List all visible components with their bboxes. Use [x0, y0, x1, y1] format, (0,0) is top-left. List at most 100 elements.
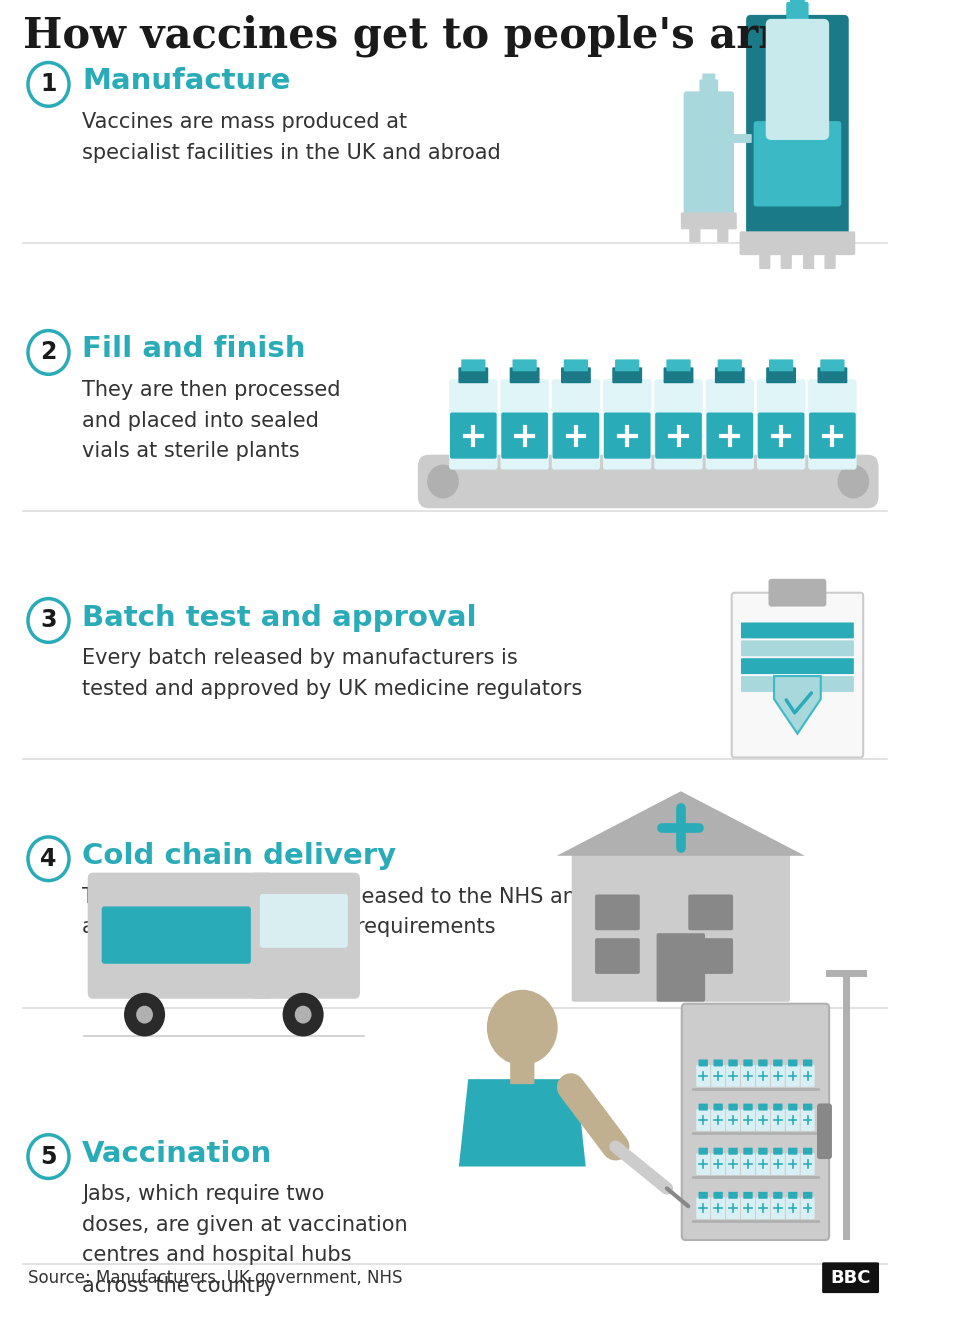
- FancyBboxPatch shape: [756, 1198, 770, 1219]
- FancyBboxPatch shape: [699, 1104, 708, 1110]
- Polygon shape: [774, 676, 821, 734]
- FancyBboxPatch shape: [260, 894, 347, 947]
- FancyBboxPatch shape: [773, 1192, 783, 1199]
- FancyBboxPatch shape: [615, 359, 639, 371]
- FancyBboxPatch shape: [744, 1192, 752, 1199]
- FancyBboxPatch shape: [655, 412, 702, 458]
- Text: Fill and finish: Fill and finish: [82, 335, 305, 363]
- FancyBboxPatch shape: [726, 1198, 740, 1219]
- FancyBboxPatch shape: [744, 1060, 752, 1067]
- FancyBboxPatch shape: [683, 91, 734, 216]
- Text: Manufacture: Manufacture: [82, 68, 291, 95]
- FancyBboxPatch shape: [756, 1109, 770, 1132]
- FancyBboxPatch shape: [741, 676, 854, 692]
- Text: 4: 4: [40, 847, 57, 871]
- FancyBboxPatch shape: [564, 359, 589, 371]
- FancyBboxPatch shape: [682, 1004, 830, 1240]
- FancyBboxPatch shape: [781, 250, 792, 269]
- FancyBboxPatch shape: [771, 1109, 785, 1132]
- FancyBboxPatch shape: [758, 1147, 767, 1154]
- FancyBboxPatch shape: [717, 225, 728, 242]
- FancyBboxPatch shape: [713, 1060, 723, 1067]
- FancyBboxPatch shape: [726, 1065, 740, 1086]
- FancyBboxPatch shape: [771, 1065, 785, 1086]
- FancyBboxPatch shape: [730, 134, 752, 143]
- FancyBboxPatch shape: [728, 1104, 738, 1110]
- FancyBboxPatch shape: [612, 367, 642, 383]
- FancyBboxPatch shape: [700, 80, 718, 95]
- FancyBboxPatch shape: [728, 1147, 738, 1154]
- FancyBboxPatch shape: [717, 359, 742, 371]
- Text: Vaccination: Vaccination: [82, 1140, 272, 1167]
- FancyBboxPatch shape: [712, 1109, 725, 1132]
- FancyBboxPatch shape: [741, 1109, 755, 1132]
- FancyBboxPatch shape: [699, 1060, 708, 1067]
- Polygon shape: [459, 1079, 586, 1166]
- Polygon shape: [556, 791, 805, 856]
- FancyBboxPatch shape: [688, 894, 733, 930]
- FancyBboxPatch shape: [786, 1198, 799, 1219]
- Circle shape: [295, 1006, 311, 1023]
- FancyBboxPatch shape: [773, 1147, 783, 1154]
- FancyBboxPatch shape: [688, 938, 733, 974]
- FancyBboxPatch shape: [758, 1060, 767, 1067]
- Text: Cold chain delivery: Cold chain delivery: [82, 841, 396, 869]
- FancyBboxPatch shape: [561, 367, 590, 383]
- FancyBboxPatch shape: [728, 1060, 738, 1067]
- FancyBboxPatch shape: [552, 412, 599, 458]
- FancyBboxPatch shape: [713, 1192, 723, 1199]
- FancyBboxPatch shape: [741, 1198, 755, 1219]
- FancyBboxPatch shape: [250, 873, 360, 999]
- FancyBboxPatch shape: [773, 1060, 783, 1067]
- Text: These batches are then released to the NHS and transported
according to temperat: These batches are then released to the N…: [82, 886, 718, 937]
- FancyBboxPatch shape: [809, 412, 856, 458]
- Circle shape: [837, 465, 870, 498]
- FancyBboxPatch shape: [786, 1109, 799, 1132]
- FancyBboxPatch shape: [753, 121, 841, 207]
- FancyBboxPatch shape: [803, 1192, 812, 1199]
- FancyBboxPatch shape: [512, 359, 537, 371]
- Circle shape: [124, 992, 165, 1036]
- FancyBboxPatch shape: [696, 1198, 711, 1219]
- FancyBboxPatch shape: [790, 0, 805, 7]
- FancyBboxPatch shape: [759, 250, 770, 269]
- FancyBboxPatch shape: [459, 367, 488, 383]
- FancyBboxPatch shape: [808, 379, 857, 469]
- Text: 3: 3: [40, 608, 57, 632]
- Text: Vaccines are mass produced at
specialist facilities in the UK and abroad: Vaccines are mass produced at specialist…: [82, 113, 501, 163]
- FancyBboxPatch shape: [817, 1104, 832, 1159]
- FancyBboxPatch shape: [756, 379, 805, 469]
- FancyBboxPatch shape: [786, 1153, 799, 1175]
- Text: BBC: BBC: [831, 1269, 871, 1287]
- FancyBboxPatch shape: [818, 367, 847, 383]
- FancyBboxPatch shape: [707, 412, 753, 458]
- FancyBboxPatch shape: [766, 367, 796, 383]
- FancyBboxPatch shape: [699, 1147, 708, 1154]
- FancyBboxPatch shape: [732, 592, 863, 758]
- FancyBboxPatch shape: [696, 1065, 711, 1086]
- Text: Batch test and approval: Batch test and approval: [82, 603, 476, 632]
- FancyBboxPatch shape: [604, 412, 651, 458]
- FancyBboxPatch shape: [740, 232, 855, 256]
- FancyBboxPatch shape: [706, 379, 754, 469]
- FancyBboxPatch shape: [756, 1153, 770, 1175]
- FancyBboxPatch shape: [771, 1153, 785, 1175]
- FancyBboxPatch shape: [803, 1104, 812, 1110]
- FancyBboxPatch shape: [657, 933, 705, 1002]
- FancyBboxPatch shape: [744, 1147, 752, 1154]
- FancyBboxPatch shape: [713, 1147, 723, 1154]
- FancyBboxPatch shape: [746, 15, 849, 238]
- FancyBboxPatch shape: [728, 1192, 738, 1199]
- Text: 5: 5: [40, 1145, 57, 1169]
- FancyBboxPatch shape: [551, 379, 600, 469]
- Circle shape: [487, 990, 557, 1065]
- FancyBboxPatch shape: [502, 412, 548, 458]
- FancyBboxPatch shape: [509, 367, 540, 383]
- Text: How vaccines get to people's arms: How vaccines get to people's arms: [23, 15, 826, 57]
- FancyBboxPatch shape: [773, 1104, 783, 1110]
- Circle shape: [427, 465, 459, 498]
- Text: They are then processed
and placed into sealed
vials at sterile plants: They are then processed and placed into …: [82, 380, 341, 461]
- FancyBboxPatch shape: [714, 367, 745, 383]
- FancyBboxPatch shape: [771, 1198, 785, 1219]
- FancyBboxPatch shape: [766, 19, 830, 140]
